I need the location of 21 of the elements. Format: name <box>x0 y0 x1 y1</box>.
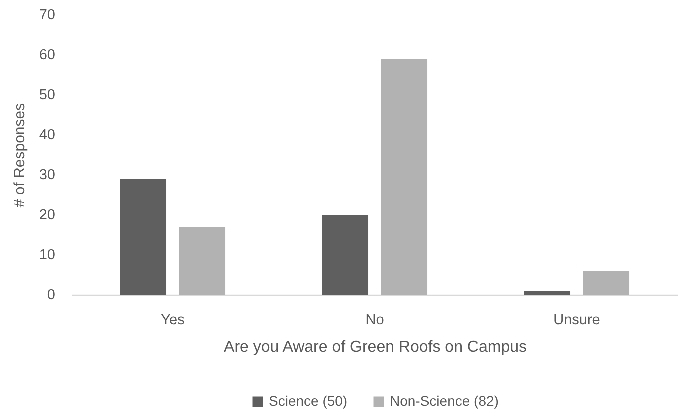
legend-label: Non-Science (82) <box>390 393 499 409</box>
bar <box>322 215 369 295</box>
y-tick-label: 60 <box>39 48 56 64</box>
x-tick-label: Yes <box>161 312 185 328</box>
y-tick-label: 30 <box>39 168 56 184</box>
y-tick-label: 10 <box>39 248 56 264</box>
bar <box>524 291 571 295</box>
y-tick-label: 40 <box>39 128 56 144</box>
y-tick-label: 70 <box>39 8 56 24</box>
x-tick-label: No <box>366 312 384 328</box>
bar <box>120 179 167 295</box>
legend-label: Science (50) <box>269 393 348 409</box>
bar <box>583 271 630 295</box>
y-tick-label: 50 <box>39 88 56 104</box>
y-tick-label: 0 <box>47 288 56 304</box>
y-tick-label: 20 <box>39 208 56 224</box>
bar <box>179 227 226 295</box>
bar <box>381 59 428 295</box>
x-axis-title: Are you Aware of Green Roofs on Campus <box>224 339 527 356</box>
y-axis-title: # of Responses <box>11 103 28 208</box>
x-tick-label: Unsure <box>554 312 600 328</box>
